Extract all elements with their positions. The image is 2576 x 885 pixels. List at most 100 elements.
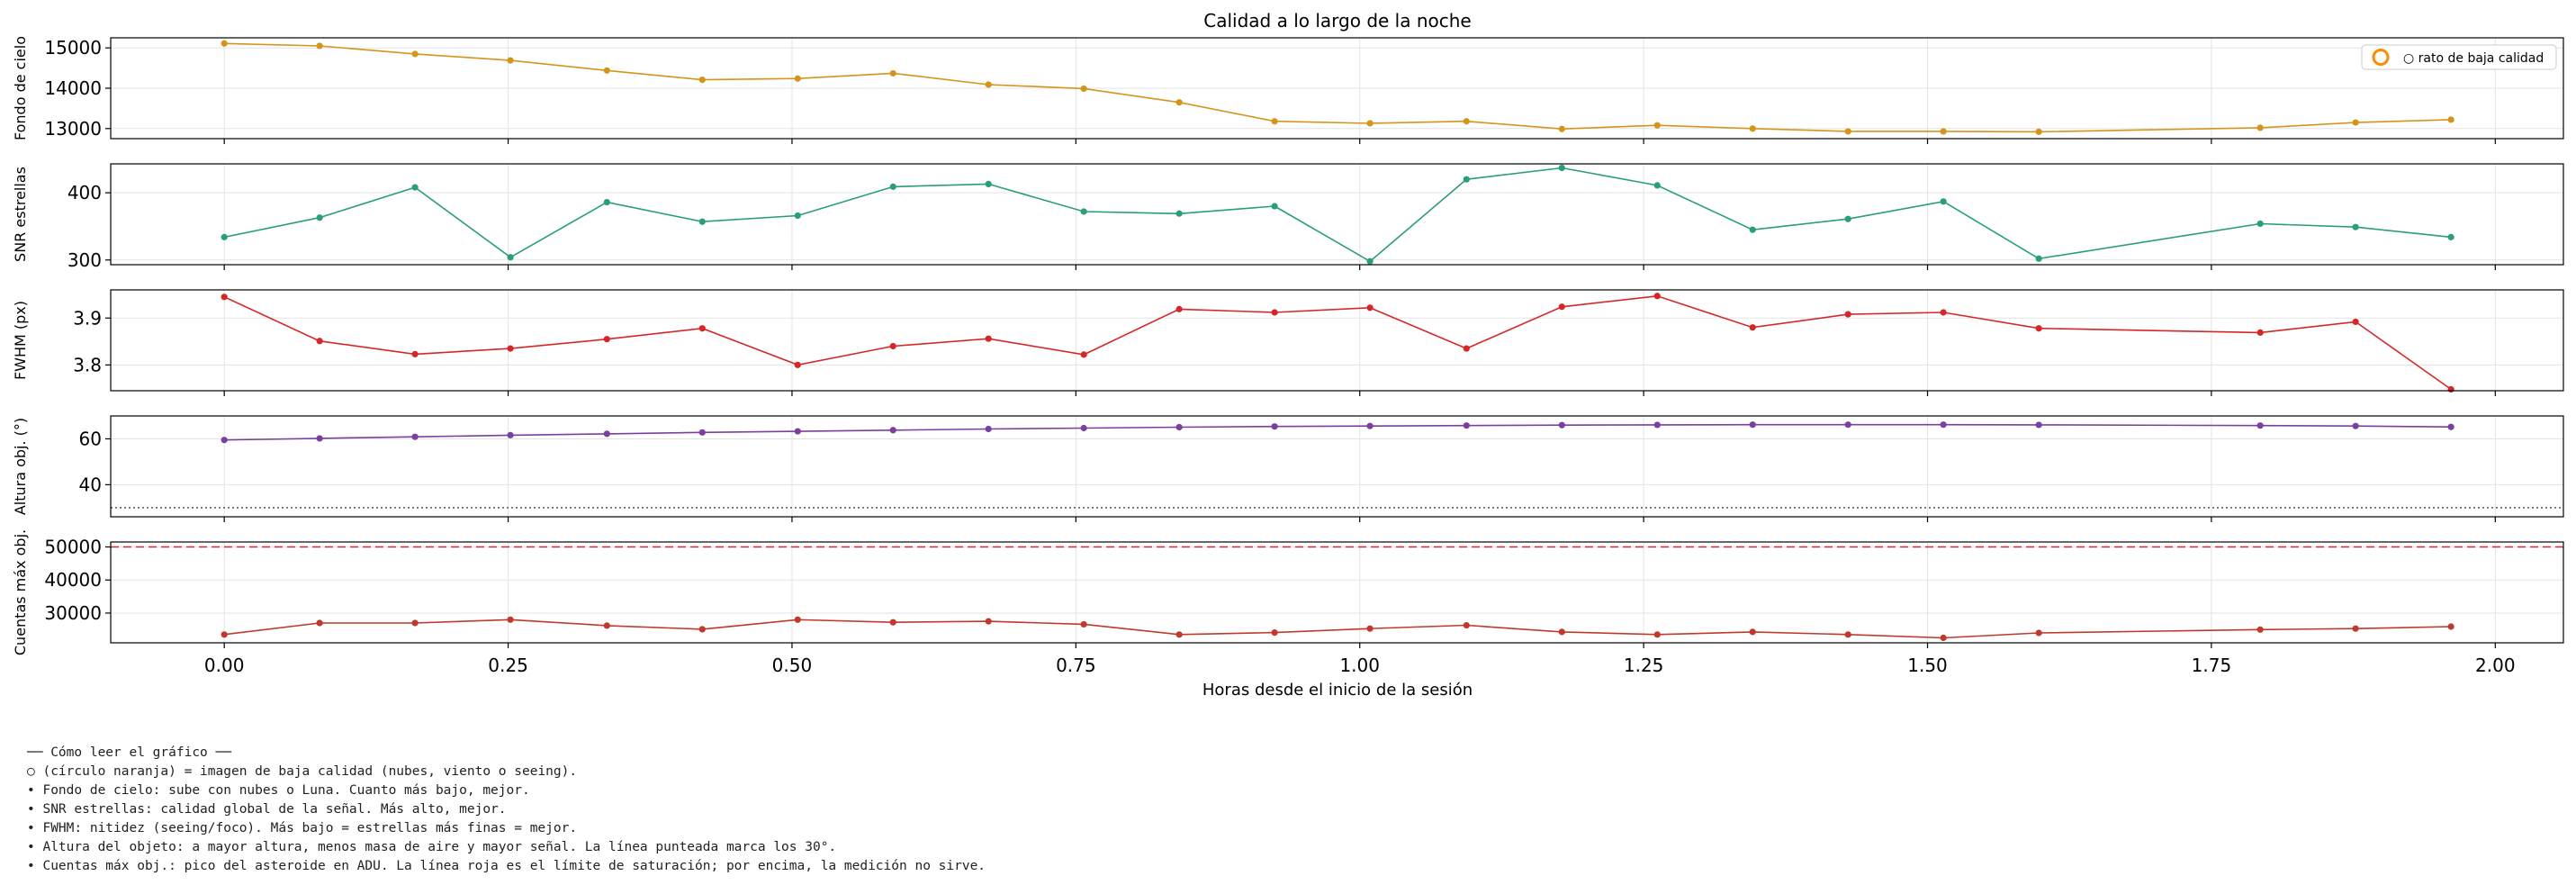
y-axis-label: Fondo de cielo — [12, 36, 29, 140]
data-point — [1940, 421, 1947, 429]
notes-line: • SNR estrellas: calidad global de la se… — [27, 802, 507, 817]
data-point — [1558, 303, 1565, 311]
data-point — [1653, 122, 1661, 129]
panel-4: 40 60 Altura obj. (°) — [12, 415, 2564, 522]
y-tick-label: 30000 — [44, 602, 102, 624]
series-line — [224, 42, 2452, 133]
notes-line: • FWHM: nitidez (seeing/foco). Más bajo … — [27, 821, 578, 835]
data-point — [2447, 233, 2454, 240]
data-point — [1366, 257, 1374, 265]
panel-2: 300 400 SNR estrellas — [12, 163, 2564, 271]
x-tick-label: 0.50 — [772, 655, 813, 676]
data-point — [1940, 309, 1947, 316]
data-point — [1558, 628, 1565, 636]
data-point — [2352, 223, 2359, 230]
data-point — [985, 335, 992, 342]
data-point — [1271, 423, 1278, 430]
data-point — [1463, 422, 1470, 429]
data-point — [221, 293, 228, 301]
x-tick-label: 0.00 — [204, 655, 245, 676]
data-point — [1844, 215, 1851, 222]
data-point — [1366, 120, 1374, 127]
data-point — [1080, 424, 1087, 432]
data-point — [1175, 305, 1183, 312]
data-point — [1080, 208, 1087, 215]
data-point — [1844, 128, 1851, 135]
data-point — [698, 429, 706, 436]
data-point — [603, 336, 610, 343]
x-tick-label: 1.00 — [1339, 655, 1380, 676]
data-point — [603, 67, 610, 74]
series-line — [224, 423, 2452, 441]
y-tick-label: 13000 — [44, 118, 102, 140]
data-point — [889, 619, 896, 626]
data-point — [2352, 119, 2359, 126]
data-point — [2447, 385, 2454, 393]
data-point — [794, 361, 801, 368]
notes-line: • Altura del objeto: a mayor altura, men… — [27, 840, 837, 854]
data-point — [698, 325, 706, 332]
y-axis-label: Altura obj. (°) — [12, 418, 29, 515]
data-point — [889, 427, 896, 434]
data-point — [1749, 421, 1756, 429]
data-point — [794, 75, 801, 82]
legend: ○ rato de baja calidad — [2361, 44, 2557, 70]
reading-notes: ── Cómo leer el gráfico ── ○ (círculo na… — [27, 744, 986, 876]
data-point — [507, 57, 514, 64]
data-point — [985, 425, 992, 433]
panel-3: 3.8 3.9 FWHM (px) — [12, 289, 2564, 396]
data-point — [1271, 629, 1278, 637]
data-point — [1463, 176, 1470, 183]
data-point — [2035, 629, 2042, 637]
data-point — [507, 616, 514, 623]
y-tick-label: 40000 — [44, 569, 102, 591]
data-point — [316, 42, 323, 50]
y-tick-label: 3.8 — [73, 354, 102, 375]
legend-box — [2361, 44, 2557, 70]
data-point — [1366, 304, 1374, 312]
y-axis-label: SNR estrellas — [12, 167, 29, 262]
data-point — [1558, 125, 1565, 132]
x-tick-label: 0.75 — [1056, 655, 1096, 676]
data-point — [2256, 422, 2264, 429]
data-point — [221, 631, 228, 638]
panel-frame — [110, 289, 2564, 392]
data-point — [1749, 324, 1756, 331]
panel-frame — [110, 163, 2564, 266]
data-point — [889, 342, 896, 350]
legend-label: ○ rato de baja calidad — [2403, 51, 2544, 66]
data-point — [1940, 634, 1947, 642]
chart-title: Calidad a lo largo de la noche — [1203, 10, 1472, 32]
data-point — [2256, 626, 2264, 633]
data-point — [1175, 210, 1183, 217]
panels-group: 13000 14000 15000 Fondo de cielo 300 400 SNR e… — [12, 36, 2564, 676]
data-point — [2035, 421, 2042, 429]
data-point — [1175, 631, 1183, 638]
data-point — [1653, 293, 1661, 300]
data-point — [1653, 631, 1661, 638]
notes-line: • Fondo de cielo: sube con nubes o Luna.… — [27, 783, 530, 798]
data-point — [698, 76, 706, 84]
data-point — [1940, 198, 1947, 205]
data-point — [2256, 124, 2264, 131]
data-point — [316, 214, 323, 221]
notes-line: ○ (círculo naranja) = imagen de baja cal… — [27, 764, 578, 779]
data-point — [985, 81, 992, 88]
panel-frame — [110, 541, 2564, 644]
y-tick-label: 40 — [79, 474, 102, 495]
x-tick-label: 1.75 — [2192, 655, 2232, 676]
data-point — [221, 40, 228, 47]
y-tick-label: 60 — [79, 428, 102, 449]
data-point — [985, 618, 992, 625]
panel-5: 30000 40000 50000 Cuentas máx obj. — [12, 529, 2564, 655]
series-line — [224, 167, 2452, 263]
data-point — [794, 616, 801, 623]
notes-line: • Cuentas máx obj.: pico del asteroide e… — [27, 859, 986, 873]
data-point — [1940, 128, 1947, 135]
data-point — [794, 212, 801, 220]
data-point — [2352, 625, 2359, 632]
data-point — [1749, 628, 1756, 636]
data-point — [603, 430, 610, 438]
data-point — [411, 350, 419, 357]
data-point — [889, 183, 896, 190]
